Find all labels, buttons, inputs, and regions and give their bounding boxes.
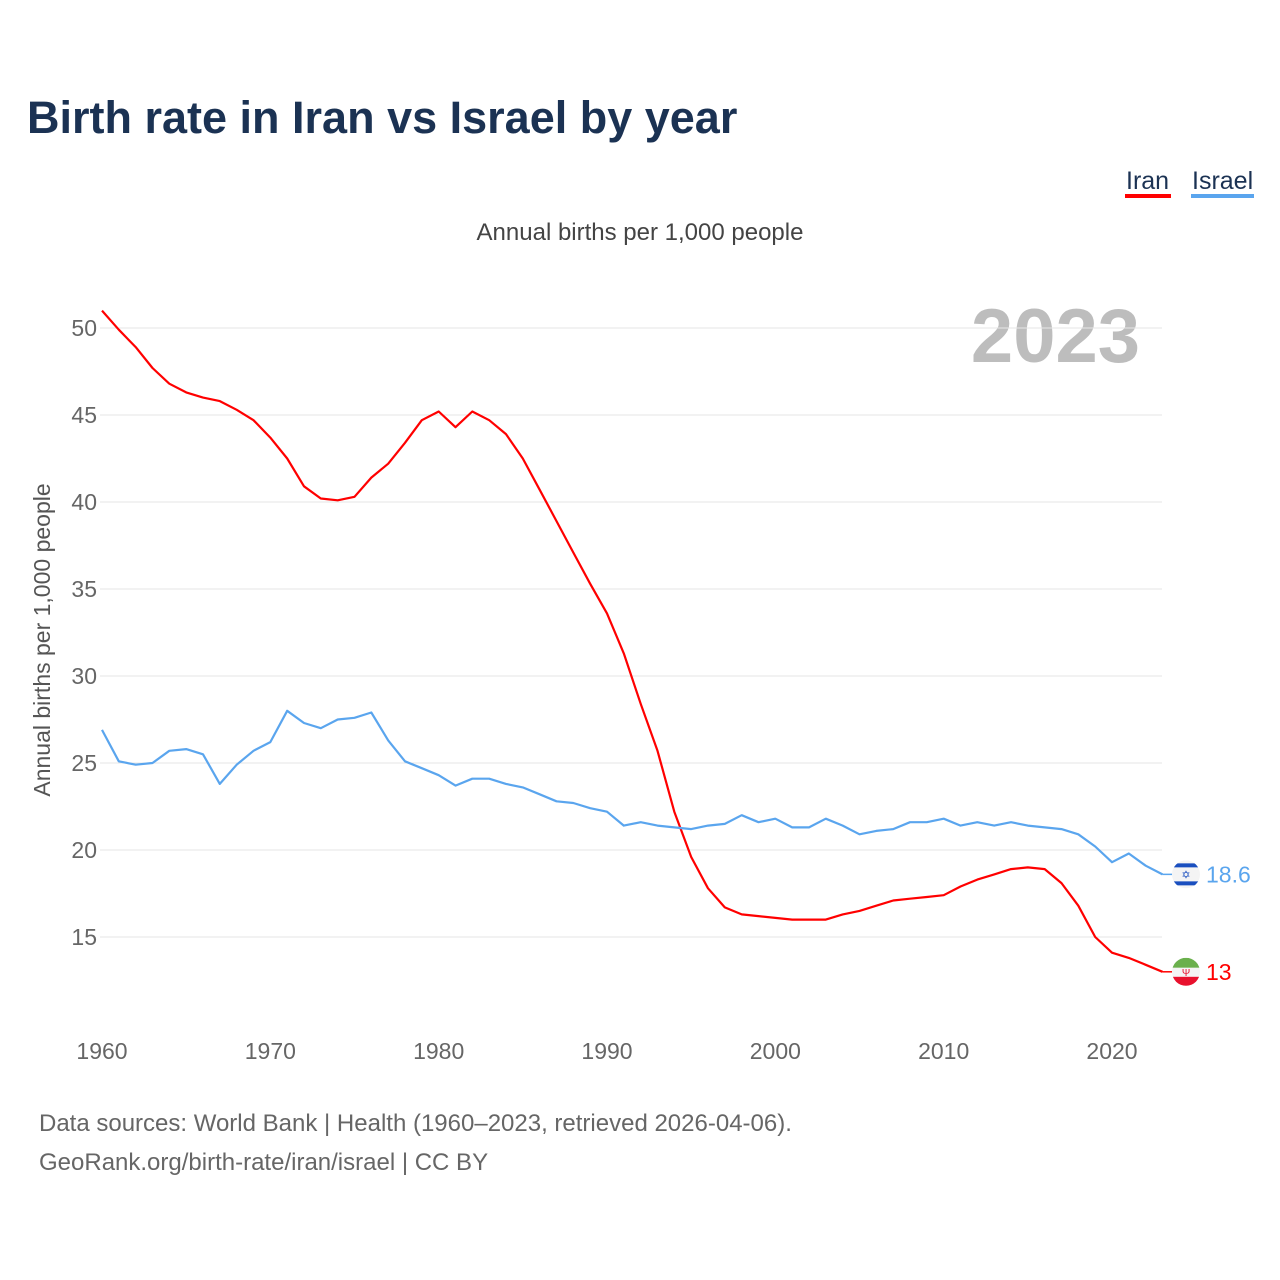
x-tick-2000: 2000 bbox=[750, 1038, 801, 1064]
chart-title: Birth rate in Iran vs Israel by year bbox=[27, 92, 737, 143]
gridlines bbox=[100, 327, 1162, 938]
svg-text:Ψ: Ψ bbox=[1182, 968, 1190, 979]
x-tick-1980: 1980 bbox=[413, 1038, 464, 1064]
y-tick-40: 40 bbox=[71, 489, 97, 515]
x-tick-labels: 1960 1970 1980 1990 2000 2010 2020 bbox=[76, 1038, 1137, 1064]
flag-iran-icon: Ψ bbox=[1172, 957, 1200, 986]
y-tick-30: 30 bbox=[71, 663, 97, 689]
y-axis-label: Annual births per 1,000 people bbox=[29, 483, 55, 796]
legend-swatch-iran bbox=[1125, 194, 1171, 198]
end-value-israel: 18.6 bbox=[1206, 861, 1251, 887]
series-line-iran bbox=[101, 309, 1163, 973]
highlight-year: 2023 bbox=[971, 294, 1140, 379]
y-tick-35: 35 bbox=[71, 576, 97, 602]
svg-text:✡: ✡ bbox=[1181, 869, 1190, 881]
y-tick-15: 15 bbox=[71, 924, 97, 950]
legend-item-israel[interactable]: Israel bbox=[1191, 167, 1254, 198]
y-tick-labels: 15 20 25 30 35 40 45 50 bbox=[71, 315, 97, 950]
y-tick-20: 20 bbox=[71, 837, 97, 863]
x-tick-1990: 1990 bbox=[581, 1038, 632, 1064]
y-tick-45: 45 bbox=[71, 402, 97, 428]
legend-item-iran[interactable]: Iran bbox=[1125, 167, 1171, 198]
footer-sources: Data sources: World Bank | Health (1960–… bbox=[39, 1110, 792, 1137]
legend-swatch-israel bbox=[1191, 194, 1254, 198]
chart-subtitle: Annual births per 1,000 people bbox=[477, 219, 804, 246]
end-value-iran: 13 bbox=[1206, 959, 1232, 985]
series-line-israel bbox=[101, 709, 1164, 876]
end-labels: Ψ 13 ✡ 18.6 bbox=[1162, 860, 1251, 986]
legend-label-israel: Israel bbox=[1192, 167, 1253, 195]
y-tick-25: 25 bbox=[71, 750, 97, 776]
x-tick-1960: 1960 bbox=[76, 1038, 127, 1064]
x-tick-1970: 1970 bbox=[245, 1038, 296, 1064]
legend: Iran Israel bbox=[1125, 167, 1254, 198]
x-tick-2010: 2010 bbox=[918, 1038, 969, 1064]
footer-link[interactable]: GeoRank.org/birth-rate/iran/israel | CC … bbox=[39, 1149, 488, 1176]
y-tick-50: 50 bbox=[71, 315, 97, 341]
flag-israel-icon: ✡ bbox=[1172, 860, 1200, 889]
series-lines bbox=[101, 309, 1164, 973]
legend-label-iran: Iran bbox=[1126, 167, 1169, 195]
x-tick-2020: 2020 bbox=[1086, 1038, 1137, 1064]
